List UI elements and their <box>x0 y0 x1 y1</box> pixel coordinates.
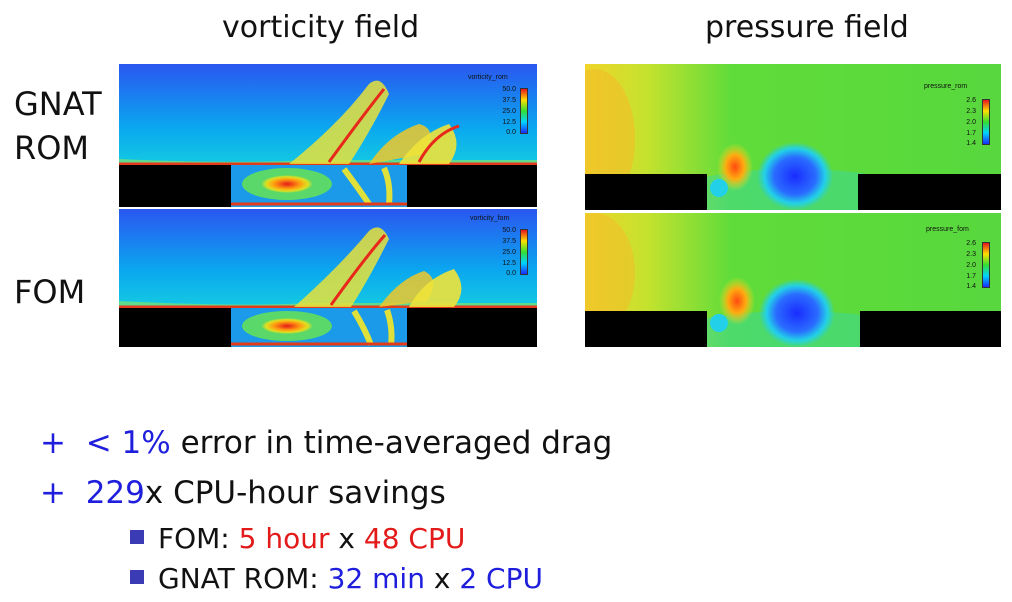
colorbar <box>520 88 528 134</box>
vorticity-fom-legend: vorticity_fom 50.0 37.5 25.0 12.5 0.0 <box>462 215 532 279</box>
pressure-title: pressure field <box>705 10 909 45</box>
rom-cpus: 2 CPU <box>459 562 543 595</box>
savings-value: 229 <box>85 475 145 511</box>
legend-title: pressure_rom <box>924 83 968 90</box>
legend-title: vorticity_fom <box>470 215 510 222</box>
row-label-gnat: GNAT <box>14 85 102 123</box>
legend-tick: 2.3 <box>966 251 976 258</box>
legend-title: pressure_fom <box>926 226 969 233</box>
colorbar <box>982 99 990 145</box>
sub-bullet-rom: GNAT ROM: 32 min x 2 CPU <box>130 562 543 595</box>
colorbar <box>520 229 528 275</box>
row-label-rom: ROM <box>14 129 90 167</box>
legend-tick: 1.4 <box>966 140 976 147</box>
times-sign: x <box>329 522 364 555</box>
bullet-list: + < 1% error in time-averaged drag + 229… <box>40 418 612 518</box>
legend-tick: 1.4 <box>966 283 976 290</box>
square-bullet-icon <box>130 570 144 584</box>
plus-marker: + <box>40 425 66 461</box>
legend-tick: 2.3 <box>966 108 976 115</box>
legend-tick: 2.6 <box>966 240 976 247</box>
pressure-fom-plot <box>585 213 1001 347</box>
legend-tick: 50.0 <box>502 227 516 234</box>
bullet-drag-error: + < 1% error in time-averaged drag <box>40 418 612 468</box>
legend-tick: 2.6 <box>966 97 976 104</box>
savings-text: x CPU-hour savings <box>144 475 446 511</box>
drag-error-value: < 1% <box>85 425 171 461</box>
vorticity-rom-legend: vorticity_rom 50.0 37.5 25.0 12.5 0.0 <box>462 74 532 138</box>
drag-error-text: error in time-averaged drag <box>170 425 613 461</box>
fom-hours: 5 hour <box>238 522 330 555</box>
legend-tick: 12.5 <box>502 119 516 126</box>
legend-tick: 2.0 <box>966 119 976 126</box>
legend-tick: 0.0 <box>506 129 516 136</box>
row-label-fom: FOM <box>14 273 86 311</box>
rom-minutes: 32 min <box>327 562 425 595</box>
legend-tick: 37.5 <box>502 238 516 245</box>
legend-tick: 2.0 <box>966 262 976 269</box>
bullet-cpu-savings: + 229x CPU-hour savings <box>40 468 612 518</box>
square-bullet-icon <box>130 530 144 544</box>
vorticity-title: vorticity field <box>222 10 420 45</box>
sub-bullet-fom: FOM: 5 hour x 48 CPU <box>130 522 465 555</box>
colorbar <box>982 242 990 288</box>
rom-label: GNAT ROM: <box>158 562 328 595</box>
vorticity-rom-plot <box>119 64 537 207</box>
fom-cpus: 48 CPU <box>363 522 466 555</box>
legend-tick: 1.7 <box>966 273 976 280</box>
vorticity-fom-plot <box>119 209 537 347</box>
fom-label: FOM: <box>158 522 239 555</box>
pressure-rom-legend: pressure_rom 2.6 2.3 2.0 1.7 1.4 <box>924 83 996 147</box>
legend-tick: 12.5 <box>502 260 516 267</box>
pressure-rom-plot <box>585 64 1001 210</box>
legend-tick: 50.0 <box>502 86 516 93</box>
legend-tick: 25.0 <box>502 108 516 115</box>
legend-tick: 0.0 <box>506 270 516 277</box>
legend-tick: 25.0 <box>502 249 516 256</box>
legend-tick: 37.5 <box>502 97 516 104</box>
times-sign: x <box>424 562 460 595</box>
legend-tick: 1.7 <box>966 130 976 137</box>
plus-marker: + <box>40 475 66 511</box>
pressure-fom-legend: pressure_fom 2.6 2.3 2.0 1.7 1.4 <box>926 226 998 290</box>
legend-title: vorticity_rom <box>468 74 508 81</box>
